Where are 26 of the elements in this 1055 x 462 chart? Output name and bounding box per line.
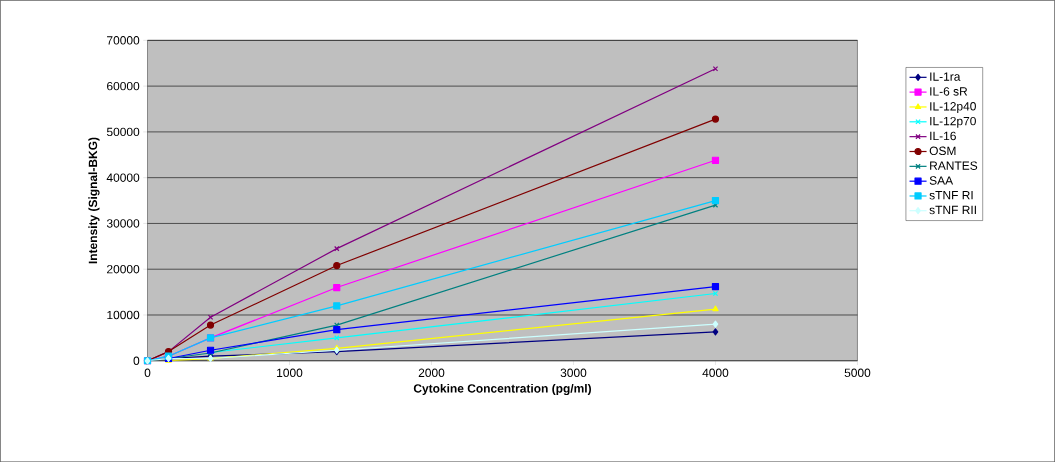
x-tick-label: 2000 xyxy=(418,368,445,377)
y-tick-label: 70000 xyxy=(107,36,140,45)
y-tick-label: 60000 xyxy=(107,81,140,91)
legend-label: IL-16 xyxy=(930,131,956,141)
y-tick-label: 30000 xyxy=(106,219,140,228)
legend-label: IL-6 sR xyxy=(930,87,968,96)
x-tick-label: 3000 xyxy=(560,368,587,377)
legend-label: OSM xyxy=(929,146,956,155)
y-tick-label: 50000 xyxy=(106,127,140,137)
legend-label: IL-12p40 xyxy=(930,101,976,113)
y-tick-label: 10000 xyxy=(107,310,140,320)
legend-label: RANTES xyxy=(930,161,978,170)
y-axis-title: Intensity (Signal-BKG) xyxy=(88,137,100,264)
x-tick-label: 0 xyxy=(144,368,151,377)
legend-label: sTNF RI xyxy=(929,191,973,200)
y-tick-label: 20000 xyxy=(107,264,140,274)
y-tick-label: 0 xyxy=(133,356,140,365)
y-tick-label: 40000 xyxy=(106,173,140,182)
legend-label: sTNF RII xyxy=(929,205,976,215)
x-tick-label: 1000 xyxy=(277,368,303,377)
legend-label: SAA xyxy=(929,176,954,185)
x-axis-title: Cytokine Concentration (pg/ml) xyxy=(413,383,591,395)
legend-label: IL-1ra xyxy=(930,72,961,81)
x-tick-label: 5000 xyxy=(844,368,871,377)
legend-label: IL-12p70 xyxy=(930,116,976,128)
x-tick-label: 4000 xyxy=(702,368,729,377)
